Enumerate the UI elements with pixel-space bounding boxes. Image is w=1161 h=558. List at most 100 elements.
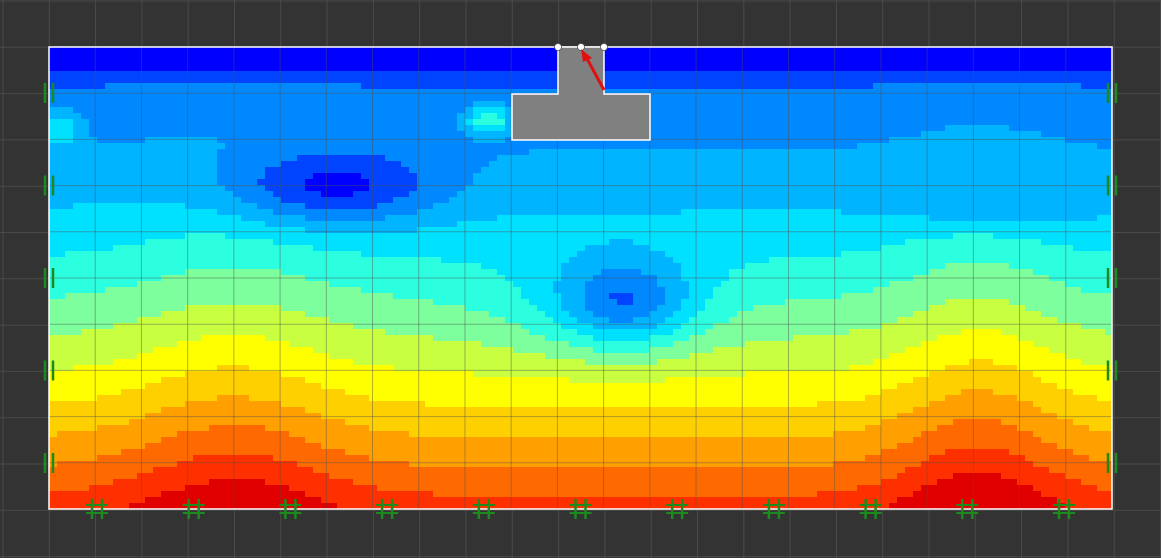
contour-cell xyxy=(185,263,194,270)
contour-cell xyxy=(545,149,554,156)
contour-cell xyxy=(705,263,714,270)
contour-cell xyxy=(497,125,506,132)
contour-cell xyxy=(833,59,842,66)
contour-cell xyxy=(905,89,914,96)
contour-cell xyxy=(929,161,938,168)
contour-cell xyxy=(713,83,722,90)
contour-cell xyxy=(161,101,170,108)
contour-cell xyxy=(817,95,826,102)
contour-cell xyxy=(673,107,682,114)
contour-cell xyxy=(1049,155,1058,162)
contour-cell xyxy=(1017,47,1026,54)
contour-cell xyxy=(337,113,346,120)
contour-cell xyxy=(1009,161,1018,168)
contour-cell xyxy=(145,101,154,108)
contour-cell xyxy=(1065,173,1074,180)
contour-cell xyxy=(281,221,290,228)
contour-cell xyxy=(857,143,866,150)
contour-cell xyxy=(537,167,546,174)
contour-cell xyxy=(649,101,658,108)
contour-cell xyxy=(1025,95,1034,102)
contour-cell xyxy=(1065,257,1074,264)
contour-cell xyxy=(593,173,602,180)
contour-cell xyxy=(1001,107,1010,114)
contour-cell xyxy=(897,149,906,156)
contour-cell xyxy=(433,143,442,150)
contour-cell xyxy=(649,197,658,204)
contour-cell xyxy=(881,143,890,150)
contour-cell xyxy=(969,131,978,138)
contour-cell xyxy=(1057,53,1066,60)
contour-cell xyxy=(1073,239,1082,246)
contour-cell xyxy=(1049,173,1058,180)
contour-cell xyxy=(985,143,994,150)
contour-cell xyxy=(641,191,650,198)
contour-cell xyxy=(937,125,946,132)
contour-cell xyxy=(265,143,274,150)
contour-cell xyxy=(265,125,274,132)
contour-cell xyxy=(425,221,434,228)
contour-cell xyxy=(185,179,194,186)
contour-cell xyxy=(785,185,794,192)
contour-cell xyxy=(833,263,842,270)
contour-cell xyxy=(753,149,762,156)
contour-cell xyxy=(593,149,602,156)
contour-cell xyxy=(1097,149,1106,156)
contour-cell xyxy=(201,269,210,276)
contour-cell xyxy=(353,125,362,132)
contour-cell xyxy=(489,161,498,168)
contour-cell xyxy=(785,107,794,114)
contour-cell xyxy=(873,239,882,246)
contour-cell xyxy=(449,227,458,234)
contour-cell xyxy=(969,251,978,258)
contour-cell xyxy=(849,239,858,246)
contour-cell xyxy=(353,53,362,60)
contour-cell xyxy=(961,203,970,210)
contour-cell xyxy=(225,119,234,126)
contour-cell xyxy=(273,197,282,204)
contour-cell xyxy=(1073,179,1082,186)
contour-cell xyxy=(217,161,226,168)
contour-cell xyxy=(297,173,306,180)
contour-cell xyxy=(385,101,394,108)
contour-cell xyxy=(89,53,98,60)
contour-cell xyxy=(785,155,794,162)
contour-cell xyxy=(1081,95,1090,102)
contour-cell xyxy=(1033,245,1042,252)
contour-cell xyxy=(745,59,754,66)
contour-cell xyxy=(865,89,874,96)
contour-cell xyxy=(705,173,714,180)
contour-cell xyxy=(929,221,938,228)
contour-cell xyxy=(193,233,202,240)
contour-cell xyxy=(361,143,370,150)
contour-cell xyxy=(969,161,978,168)
contour-cell xyxy=(697,209,706,216)
contour-cell xyxy=(649,233,658,240)
contour-cell xyxy=(601,155,610,162)
contour-cell xyxy=(201,251,210,258)
contour-cell xyxy=(1073,137,1082,144)
contour-cell xyxy=(305,233,314,240)
contour-cell xyxy=(897,221,906,228)
contour-cell xyxy=(337,107,346,114)
contour-cell xyxy=(81,173,90,180)
contour-cell xyxy=(273,137,282,144)
contour-cell xyxy=(897,173,906,180)
contour-cell xyxy=(1073,203,1082,210)
contour-cell xyxy=(241,107,250,114)
contour-cell xyxy=(705,89,714,96)
contour-cell xyxy=(113,179,122,186)
contour-cell xyxy=(953,209,962,216)
contour-cell xyxy=(849,263,858,270)
contour-cell xyxy=(473,59,482,66)
contour-cell xyxy=(897,215,906,222)
contour-cell xyxy=(777,71,786,78)
contour-cell xyxy=(201,263,210,270)
contour-cell xyxy=(697,155,706,162)
contour-cell xyxy=(105,155,114,162)
contour-cell xyxy=(577,161,586,168)
contour-cell xyxy=(865,221,874,228)
contour-cell xyxy=(841,131,850,138)
contour-cell xyxy=(1105,239,1112,246)
